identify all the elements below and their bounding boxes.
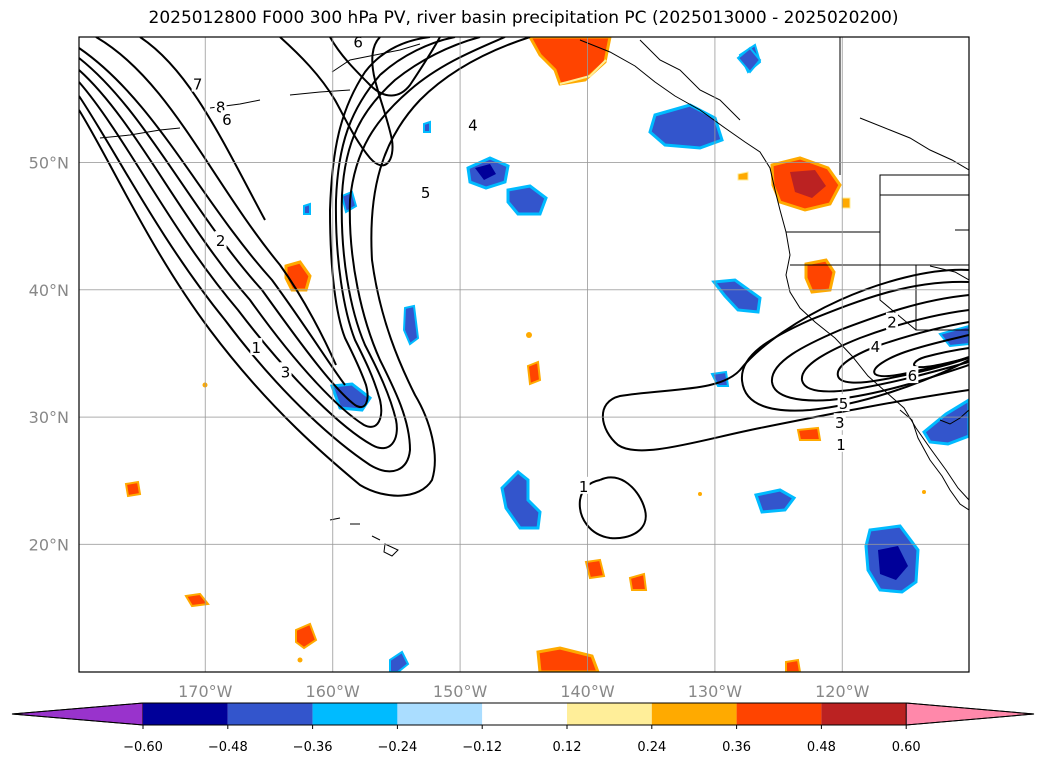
contour-label: 2 — [216, 232, 226, 250]
contour-label-bg — [220, 110, 233, 128]
contour-label: 4 — [468, 116, 478, 134]
contour-label: 1 — [579, 478, 589, 496]
contour-label-bg — [906, 366, 919, 384]
contour-label-bg — [214, 231, 227, 249]
contour-label: 6 — [353, 34, 363, 52]
contour-label-bg — [466, 115, 479, 133]
lon-tick-label: 130°W — [688, 682, 743, 701]
contour-label-bg — [835, 434, 848, 452]
contour-label: 2 — [887, 314, 897, 332]
contour-label: 8 — [216, 98, 226, 116]
colorbar-tick-label: −0.60 — [123, 740, 163, 755]
lon-tick-label: 160°W — [306, 682, 361, 701]
contour-label-bg — [837, 394, 850, 412]
map-title: 2025012800 F000 300 hPa PV, river basin … — [148, 8, 899, 28]
contour-label: 6 — [908, 367, 918, 385]
colorbar-tick-label: 0.12 — [553, 740, 582, 755]
colorbar-bin — [482, 703, 567, 725]
longitude-labels: 170°W 160°W 150°W 140°W 130°W 120°W — [178, 682, 870, 701]
colorbar-tick-label: −0.48 — [208, 740, 248, 755]
map-content — [79, 37, 969, 672]
contour-label: 5 — [839, 395, 849, 413]
contour-label-bg — [577, 476, 590, 494]
contour-label: 1 — [251, 339, 261, 357]
contour-label: 7 — [193, 76, 203, 94]
lat-tick-label: 20°N — [29, 535, 69, 554]
contour-label-bg — [250, 338, 263, 356]
lat-tick-label: 30°N — [29, 408, 69, 427]
colorbar-extend-min — [11, 702, 144, 726]
contour-label-bg — [419, 182, 432, 200]
colorbar: −0.60 −0.48 −0.36 −0.24 −0.12 0.12 0.24 0.36 0.4… — [11, 702, 1035, 755]
lat-tick-label: 40°N — [29, 281, 69, 300]
lon-tick-label: 140°W — [560, 682, 615, 701]
pv-contours — [79, 37, 969, 540]
lon-tick-label: 170°W — [178, 682, 233, 701]
colorbar-tick-label: 0.24 — [637, 740, 666, 755]
contour-label-bg — [869, 336, 882, 354]
coastlines — [99, 37, 969, 557]
colorbar-tick-label: 0.48 — [807, 740, 836, 755]
colorbar-bin — [227, 703, 313, 725]
lat-tick-label: 50°N — [29, 154, 69, 173]
colorbar-tick-label: −0.24 — [377, 740, 417, 755]
latitude-labels: 50°N 40°N 30°N 20°N — [29, 154, 69, 555]
colorbar-bin — [567, 703, 652, 725]
colorbar-bin — [397, 703, 483, 725]
lon-tick-label: 120°W — [815, 682, 870, 701]
colorbar-tick-label: 0.36 — [722, 740, 751, 755]
contour-label: 3 — [835, 414, 845, 432]
colorbar-tick-label: −0.12 — [462, 740, 502, 755]
graticule — [79, 37, 969, 672]
colorbar-tick-label: −0.36 — [293, 740, 333, 755]
colorbar-bin — [736, 703, 822, 725]
colorbar-extend-max — [905, 702, 1035, 726]
contour-label-bg — [833, 413, 846, 431]
contour-label-bg — [191, 74, 204, 92]
colorbar-bin — [651, 703, 737, 725]
contour-label: 5 — [421, 184, 431, 202]
contour-label-bg — [279, 362, 292, 380]
lon-tick-label: 150°W — [433, 682, 488, 701]
colorbar-bin — [821, 703, 907, 725]
contour-label: 1 — [836, 436, 846, 454]
contour-label: 6 — [222, 111, 232, 129]
colorbar-bin — [312, 703, 398, 725]
contour-label: 3 — [281, 363, 291, 381]
contour-label: 4 — [871, 338, 881, 356]
colorbar-tick-label: 0.60 — [892, 740, 921, 755]
precipitation-shading — [124, 37, 969, 672]
map-frame — [78, 36, 970, 673]
contour-label-bg — [885, 312, 898, 330]
colorbar-bin — [143, 703, 228, 725]
